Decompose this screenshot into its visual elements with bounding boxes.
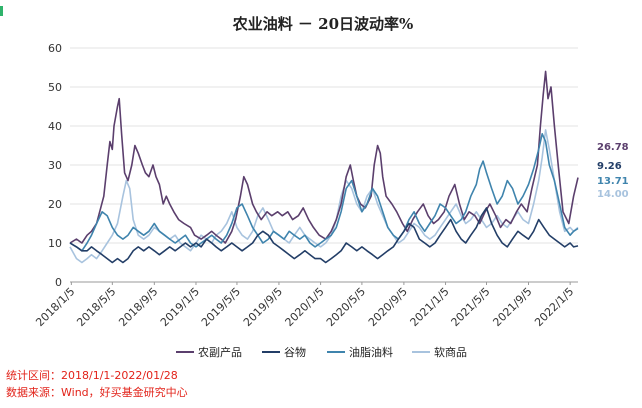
x-tick-label: 2020/1/5: [283, 285, 327, 329]
x-tick-label: 2020/5/5: [324, 285, 368, 329]
series-lines: [69, 70, 579, 264]
y-tick-label: 20: [48, 198, 62, 211]
x-tick-label: 2021/9/5: [490, 285, 534, 329]
y-tick-label: 40: [48, 120, 62, 133]
x-tick-label: 2019/1/5: [158, 285, 202, 329]
x-tick-label: 2021/5/5: [448, 285, 492, 329]
x-tick-label: 2019/5/5: [199, 285, 243, 329]
end-value-labels: 26.78 9.26 13.71 14.00: [597, 142, 629, 200]
x-tick-label: 2020/9/5: [366, 285, 410, 329]
legend-label-nongfu: 农副产品: [198, 345, 242, 359]
end-label-guwu: 9.26: [597, 161, 622, 172]
end-label-ruan: 14.00: [597, 189, 629, 200]
x-tick-label: 2018/5/5: [74, 285, 118, 329]
legend-label-youzhi: 油脂油料: [349, 345, 393, 359]
x-tick-label: 2022/1/5: [532, 285, 576, 329]
series-line-nongfu: [69, 70, 579, 244]
corner-accent-mark: [0, 6, 3, 16]
x-tick-label: 2018/1/5: [33, 285, 77, 329]
series-line-guwu: [69, 207, 579, 264]
y-tick-label: 60: [48, 42, 62, 55]
legend-label-guwu: 谷物: [284, 345, 306, 359]
end-label-nongfu: 26.78: [597, 142, 629, 153]
source-note: 数据来源：Wind，好买基金研究中心: [6, 386, 188, 399]
chart-title: 农业油料 － 20日波动率%: [232, 15, 414, 33]
series-line-youzhi: [69, 133, 579, 252]
axes: 01020304050602018/1/52018/5/52018/9/5201…: [33, 42, 576, 329]
end-label-youzhi: 13.71: [597, 176, 629, 187]
x-tick-label: 2019/9/5: [241, 285, 285, 329]
y-tick-label: 30: [48, 159, 62, 172]
period-note: 统计区间：2018/1/1-2022/01/28: [6, 369, 178, 382]
y-grid-lines: [70, 47, 578, 283]
y-tick-label: 10: [48, 237, 62, 250]
legend-label-ruan: 软商品: [434, 345, 467, 359]
x-tick-label: 2018/9/5: [116, 285, 160, 329]
x-tick-label: 2021/1/5: [408, 285, 452, 329]
y-tick-label: 50: [48, 81, 62, 94]
series-line-ruan: [69, 129, 579, 264]
y-tick-label: 0: [55, 276, 62, 289]
legend: 农副产品 谷物 油脂油料 软商品: [176, 345, 467, 359]
